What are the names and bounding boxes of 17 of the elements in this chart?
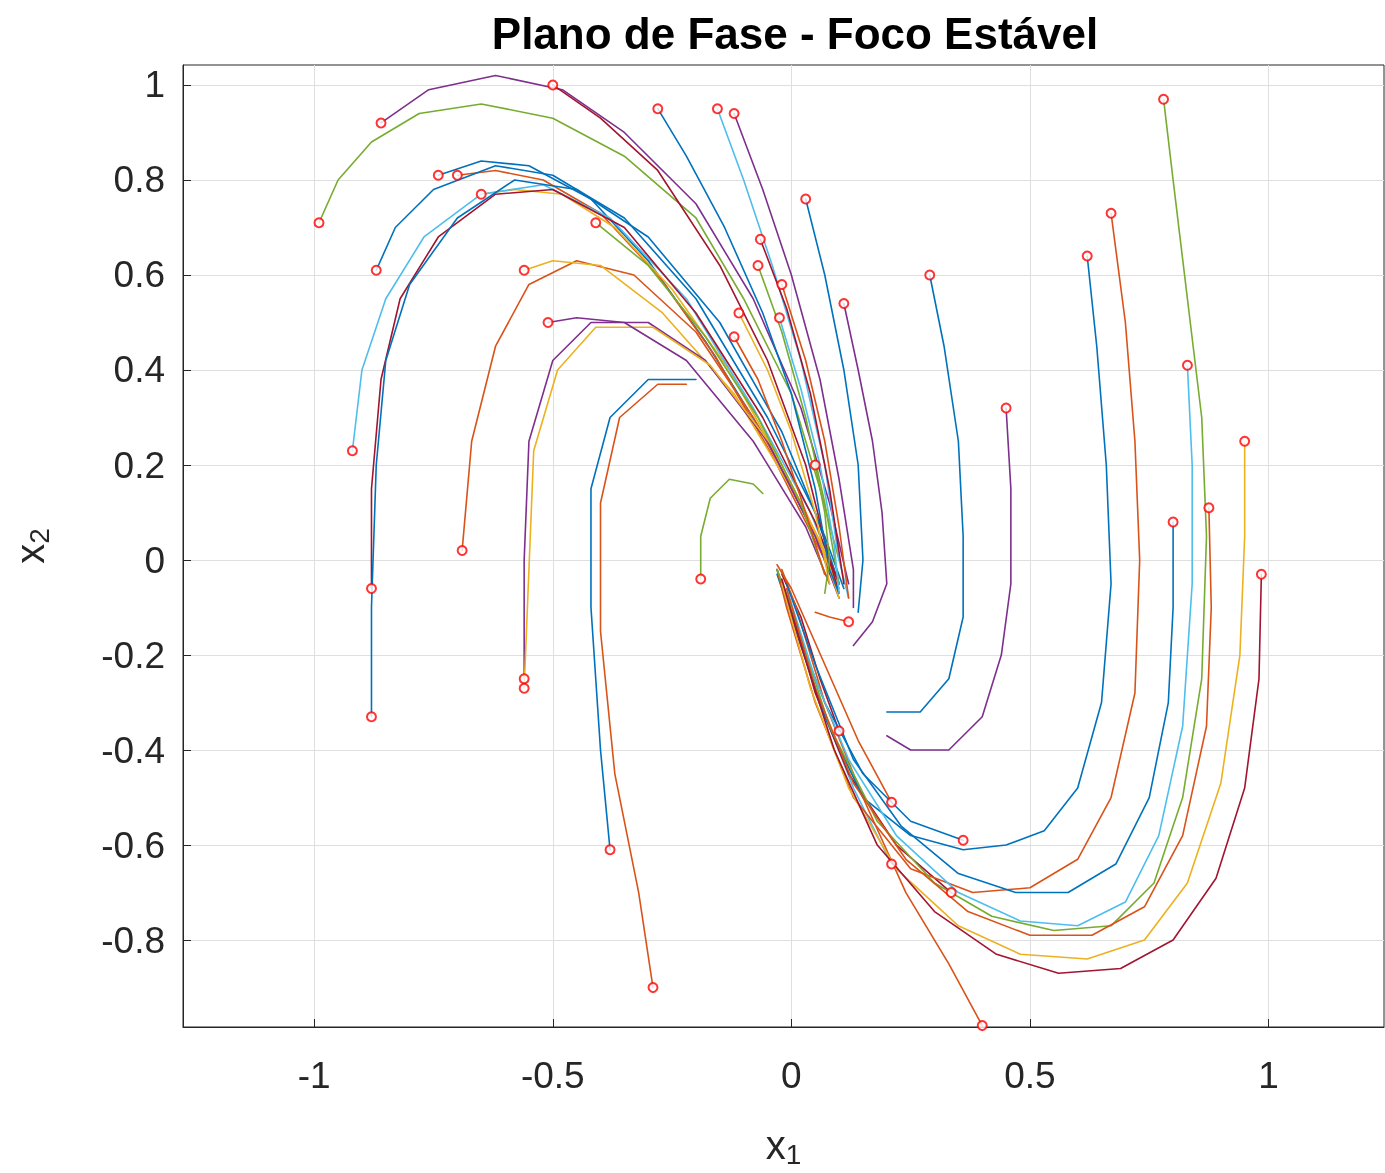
y-tick-label: 0.2 bbox=[113, 444, 165, 486]
chart-title: Plano de Fase - Foco Estável bbox=[491, 8, 1099, 58]
x-tick-label: 0 bbox=[781, 1055, 802, 1096]
y-tick-label: 0.8 bbox=[113, 159, 165, 201]
y-tick-label: -0.6 bbox=[101, 824, 165, 866]
x-tick-label: -0.5 bbox=[520, 1055, 585, 1096]
x-tick-label: 0.5 bbox=[1004, 1055, 1056, 1096]
y-tick-label: -0.8 bbox=[101, 919, 165, 961]
y-axis-title: x2 bbox=[8, 528, 55, 564]
x-tick-label: 1 bbox=[1258, 1055, 1279, 1096]
y-tick-label: 0.4 bbox=[113, 349, 165, 391]
x-tick-label: -1 bbox=[297, 1055, 331, 1096]
y-tick-label: 0 bbox=[144, 539, 165, 581]
y-tick-label: -0.4 bbox=[101, 729, 165, 771]
y-tick-label: 0.6 bbox=[113, 254, 165, 296]
y-tick-label: 1 bbox=[144, 64, 165, 106]
y-tick-label: -0.2 bbox=[101, 634, 165, 676]
